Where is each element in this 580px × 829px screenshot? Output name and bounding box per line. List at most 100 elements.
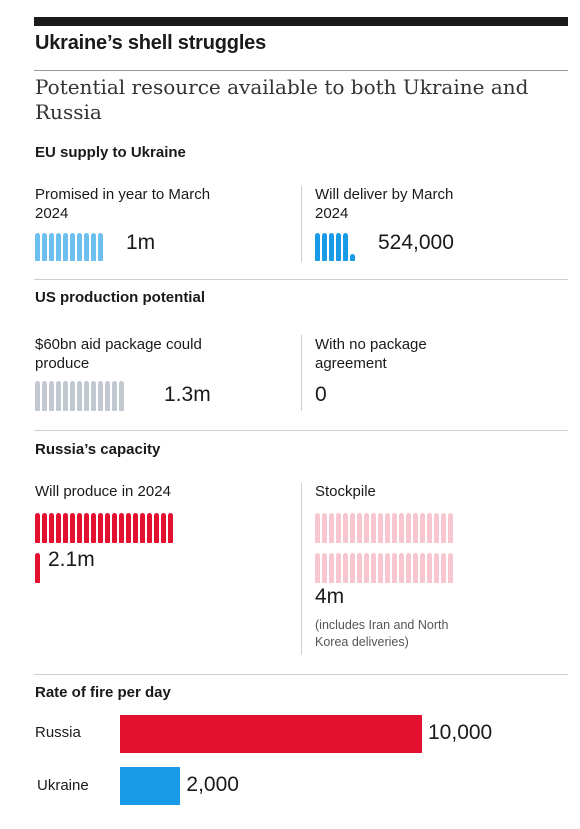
bar-russia xyxy=(120,715,422,753)
shell-icon xyxy=(427,513,432,543)
shell-icon xyxy=(371,513,376,543)
bar-value-ukraine: 2,000 xyxy=(186,773,239,796)
shell-icon xyxy=(35,513,40,543)
shell-icon xyxy=(154,513,159,543)
shell-icon xyxy=(42,513,47,543)
shell-icon xyxy=(315,553,320,583)
shell-icon xyxy=(70,381,75,411)
shell-icon xyxy=(371,553,376,583)
shell-icon xyxy=(98,233,103,261)
shell-icon xyxy=(35,553,40,583)
shell-icon xyxy=(343,553,348,583)
shell-icon xyxy=(63,513,68,543)
shell-icon xyxy=(378,553,383,583)
shell-icon xyxy=(77,233,82,261)
shell-icon xyxy=(336,233,341,261)
eu-deliver-shells xyxy=(315,233,385,261)
russia-produce-shells xyxy=(35,513,235,583)
bar-value-russia: 10,000 xyxy=(428,721,493,744)
shell-icon xyxy=(105,381,110,411)
shell-icon xyxy=(77,513,82,543)
bar-label-ukraine: Ukraine xyxy=(37,777,89,794)
page-title: Ukraine’s shell struggles xyxy=(35,32,267,54)
shell-icon xyxy=(350,553,355,583)
shell-icon xyxy=(378,513,383,543)
shell-icon xyxy=(329,553,334,583)
us-section-heading: US production potential xyxy=(35,289,205,306)
us-package-shells xyxy=(35,381,165,411)
shell-icon xyxy=(322,513,327,543)
shell-icon xyxy=(49,233,54,261)
shell-icon xyxy=(343,513,348,543)
shell-icon xyxy=(35,233,40,261)
shell-icon xyxy=(112,381,117,411)
shell-icon xyxy=(406,553,411,583)
shell-icon xyxy=(322,233,327,261)
shell-icon xyxy=(112,513,117,543)
shell-icon xyxy=(420,513,425,543)
partial-shell-icon xyxy=(350,254,355,261)
russia-produce-label: Will produce in 2024 xyxy=(35,483,171,500)
shell-icon xyxy=(315,233,320,261)
us-divider xyxy=(301,335,302,411)
us-no-package-value: 0 xyxy=(315,383,327,406)
shell-icon xyxy=(357,513,362,543)
eu-promised-value: 1m xyxy=(126,231,156,254)
russia-produce-value: 2.1m xyxy=(48,548,95,571)
russia-stockpile-label: Stockpile xyxy=(315,483,376,500)
chart-title: Rate of fire per day xyxy=(35,684,171,701)
shell-icon xyxy=(315,513,320,543)
bar-ukraine xyxy=(120,767,181,805)
page-subtitle: Potential resource available to both Ukr… xyxy=(35,75,529,124)
eu-deliver-label: Will deliver by March 2024 xyxy=(315,186,454,222)
shell-icon xyxy=(84,233,89,261)
shell-icon xyxy=(364,553,369,583)
shell-icon xyxy=(56,513,61,543)
shell-icon xyxy=(91,381,96,411)
shell-icon xyxy=(147,513,152,543)
us-package-label: $60bn aid package could produce xyxy=(35,336,202,372)
shell-icon xyxy=(91,233,96,261)
shell-icon xyxy=(35,381,40,411)
shell-icon xyxy=(413,553,418,583)
shell-icon xyxy=(385,553,390,583)
shell-icon xyxy=(322,553,327,583)
shell-icon xyxy=(448,553,453,583)
shell-icon xyxy=(385,513,390,543)
shell-icon xyxy=(420,553,425,583)
shell-icon xyxy=(161,513,166,543)
shell-icon xyxy=(336,513,341,543)
shell-icon xyxy=(441,513,446,543)
us-no-package-label: With no package agreement xyxy=(315,336,427,372)
eu-promised-label: Promised in year to March 2024 xyxy=(35,186,211,222)
eu-deliver-value: 524,000 xyxy=(378,231,454,254)
shell-icon xyxy=(329,513,334,543)
shell-icon xyxy=(119,513,124,543)
russia-section-heading: Russia’s capacity xyxy=(35,441,161,458)
shell-icon xyxy=(98,513,103,543)
divider-1 xyxy=(34,279,568,280)
shell-icon xyxy=(77,381,82,411)
shell-icon xyxy=(168,513,173,543)
shell-icon xyxy=(91,513,96,543)
shell-icon xyxy=(63,381,68,411)
title-divider xyxy=(34,70,568,71)
shell-icon xyxy=(98,381,103,411)
shell-icon xyxy=(434,513,439,543)
shell-icon xyxy=(406,513,411,543)
shell-icon xyxy=(49,513,54,543)
bar-label-russia: Russia xyxy=(35,724,81,741)
shell-icon xyxy=(399,513,404,543)
divider-3 xyxy=(34,674,568,675)
shell-icon xyxy=(42,381,47,411)
shell-icon xyxy=(126,513,131,543)
shell-icon xyxy=(427,553,432,583)
shell-icon xyxy=(56,381,61,411)
russia-stockpile-value: 4m xyxy=(315,585,345,608)
shell-icon xyxy=(84,513,89,543)
shell-icon xyxy=(63,233,68,261)
shell-icon xyxy=(56,233,61,261)
eu-section-heading: EU supply to Ukraine xyxy=(35,144,186,161)
shell-icon xyxy=(448,513,453,543)
eu-divider xyxy=(301,186,302,262)
